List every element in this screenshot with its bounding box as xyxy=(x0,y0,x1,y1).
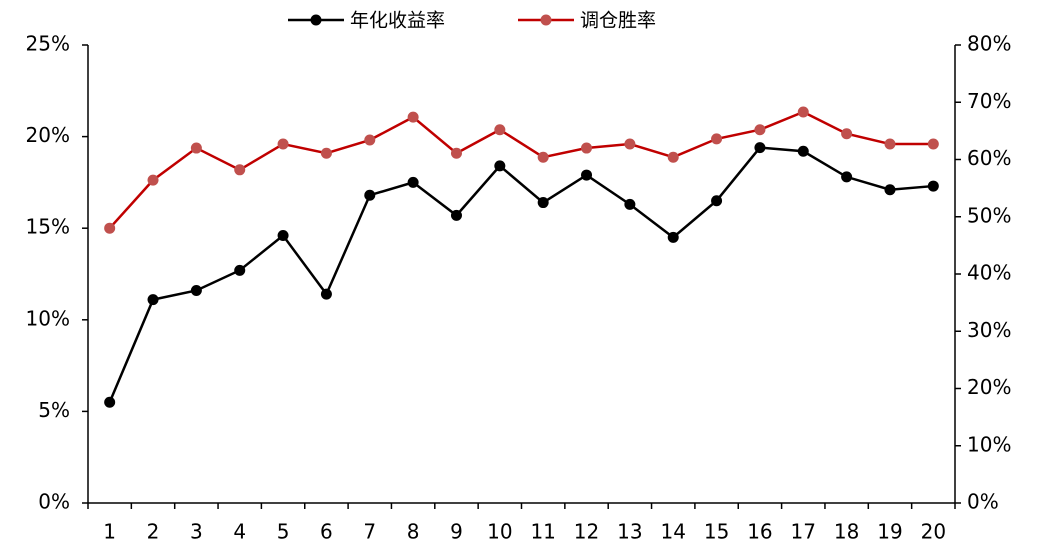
x-tick-label: 2 xyxy=(147,520,160,544)
y2-tick-label: 70% xyxy=(967,89,1011,113)
point xyxy=(927,138,939,150)
legend: 年化收益率 调仓胜率 xyxy=(288,10,656,32)
point xyxy=(364,189,376,201)
y-tick-label: 25% xyxy=(26,32,70,56)
x-tick-label: 5 xyxy=(277,520,290,544)
y-tick-label: 5% xyxy=(38,398,70,422)
point xyxy=(190,284,202,296)
y2-tick-label: 30% xyxy=(967,318,1011,342)
point xyxy=(104,396,116,408)
y2-tick-label: 50% xyxy=(967,203,1011,227)
y2-tick-label: 40% xyxy=(967,261,1011,285)
x-tick-label: 12 xyxy=(574,520,599,544)
x-tick-label: 20 xyxy=(921,520,946,544)
point xyxy=(537,151,549,163)
point xyxy=(667,151,679,163)
y-tick-label: 10% xyxy=(26,306,70,330)
x-tick-label: 15 xyxy=(704,520,729,544)
point xyxy=(494,124,506,136)
point xyxy=(234,164,246,176)
y-tick-label: 0% xyxy=(38,490,70,514)
point xyxy=(667,231,679,243)
x-tick-label: 18 xyxy=(834,520,859,544)
y-tick-label: 15% xyxy=(26,215,70,239)
x-tick-label: 1 xyxy=(103,520,116,544)
x-tick-label: 10 xyxy=(487,520,512,544)
x-tick-label: 7 xyxy=(363,520,376,544)
point xyxy=(754,142,766,154)
point xyxy=(450,147,462,159)
y-tick-label: 20% xyxy=(26,123,70,147)
y2-tick-label: 80% xyxy=(967,32,1011,56)
x-tick-label: 14 xyxy=(660,520,685,544)
point xyxy=(624,138,636,150)
point xyxy=(407,111,419,123)
point xyxy=(581,142,593,154)
point xyxy=(711,195,723,207)
y2-tick-label: 0% xyxy=(967,490,999,514)
x-tick-label: 9 xyxy=(450,520,463,544)
point xyxy=(407,176,419,188)
point xyxy=(927,180,939,192)
point xyxy=(884,138,896,150)
x-tick-label: 4 xyxy=(233,520,246,544)
point xyxy=(320,147,332,159)
point xyxy=(884,184,896,196)
y2-tick-label: 20% xyxy=(967,375,1011,399)
x-tick-label: 8 xyxy=(407,520,420,544)
legend-marker xyxy=(310,14,322,26)
x-tick-label: 17 xyxy=(791,520,816,544)
point xyxy=(190,142,202,154)
point xyxy=(841,171,853,183)
point xyxy=(147,294,159,306)
x-tick-label: 6 xyxy=(320,520,333,544)
legend-label: 年化收益率 xyxy=(350,10,445,32)
point xyxy=(581,169,593,181)
point xyxy=(277,138,289,150)
x-tick-label: 11 xyxy=(530,520,555,544)
point xyxy=(364,134,376,146)
point xyxy=(494,160,506,172)
point xyxy=(104,222,116,234)
point xyxy=(277,230,289,242)
point xyxy=(754,124,766,136)
point xyxy=(537,197,549,209)
point xyxy=(797,145,809,157)
point xyxy=(841,128,853,140)
legend-marker xyxy=(540,14,552,26)
point xyxy=(797,106,809,118)
point xyxy=(711,133,723,145)
series-line xyxy=(108,110,934,230)
y2-tick-label: 60% xyxy=(967,146,1011,170)
y2-tick-label: 10% xyxy=(967,432,1011,456)
point xyxy=(624,198,636,210)
series-line xyxy=(108,146,934,403)
legend-label: 调仓胜率 xyxy=(580,10,656,32)
x-tick-label: 3 xyxy=(190,520,203,544)
x-tick-label: 16 xyxy=(747,520,772,544)
point xyxy=(234,264,246,276)
point xyxy=(450,209,462,221)
point xyxy=(320,288,332,300)
point xyxy=(147,174,159,186)
x-tick-label: 19 xyxy=(877,520,902,544)
x-tick-label: 13 xyxy=(617,520,642,544)
